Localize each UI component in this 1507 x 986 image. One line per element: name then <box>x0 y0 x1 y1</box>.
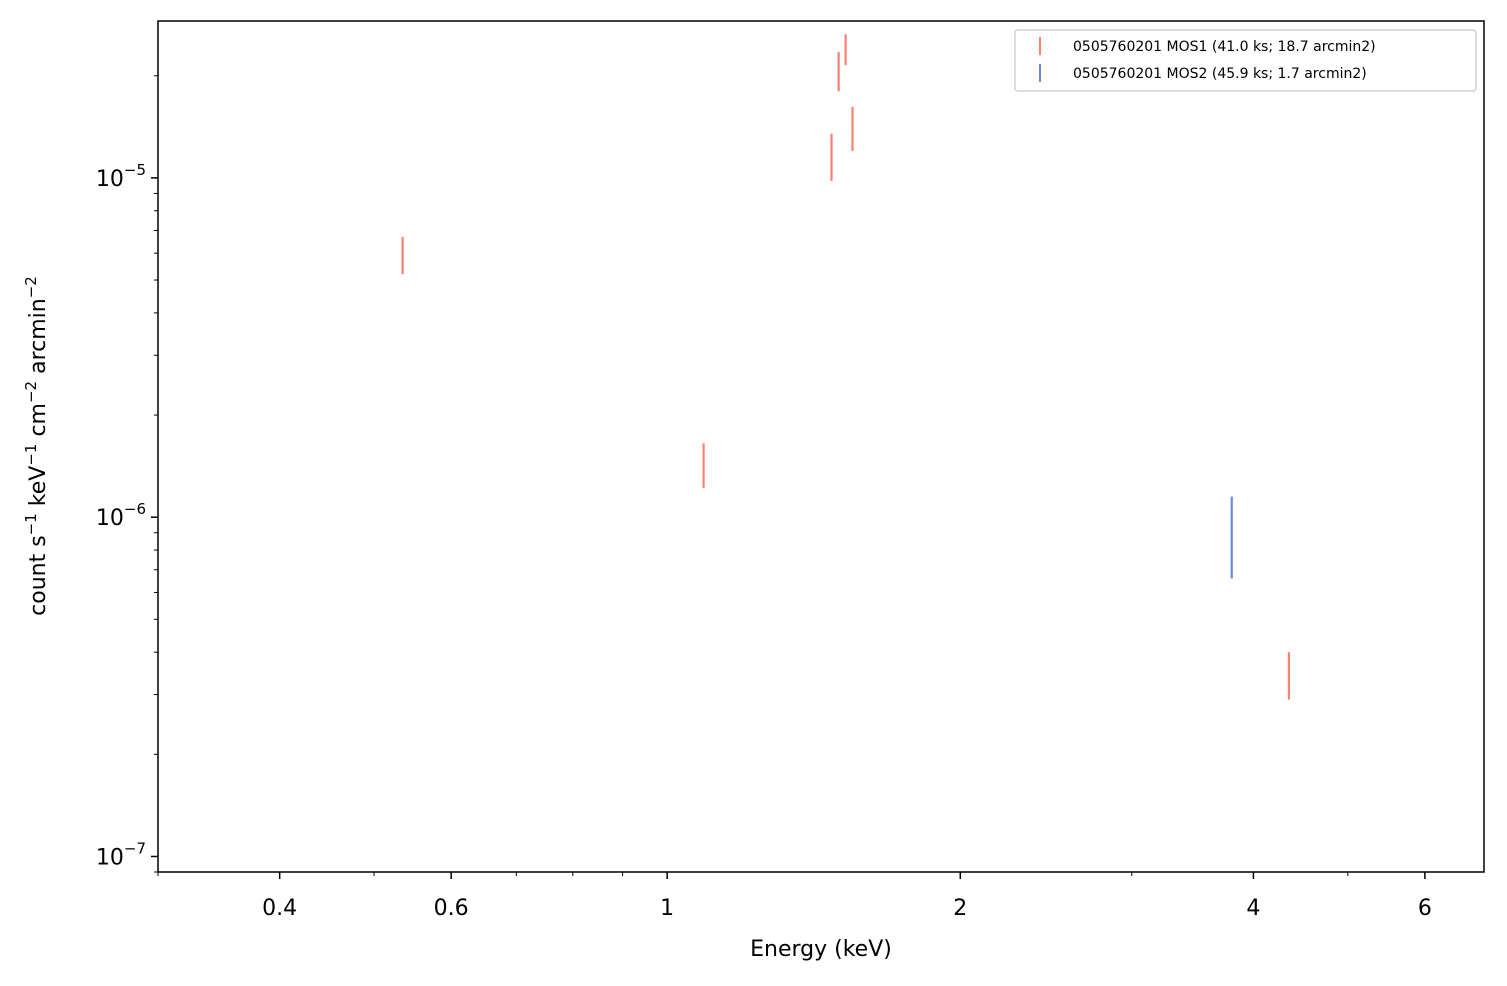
legend-entry-mos2: 0505760201 MOS2 (45.9 ks; 1.7 arcmin2) <box>1073 66 1367 82</box>
x-axis-label: Energy (keV) <box>750 937 892 962</box>
plot-area <box>158 21 1484 872</box>
y-axis-label-exp: −2 <box>22 381 40 403</box>
y-axis-label-part: cm <box>26 403 51 444</box>
y-tick-label: 10−6 <box>96 500 146 531</box>
x-tick-label: 0.4 <box>262 896 297 921</box>
y-axis-label-part: arcmin <box>26 298 51 381</box>
legend-entry-mos1: 0505760201 MOS1 (41.0 ks; 18.7 arcmin2) <box>1073 39 1376 55</box>
legend-box <box>1014 29 1477 92</box>
y-axis-label-exp: −2 <box>22 276 40 298</box>
y-axis-label-exp: −1 <box>22 444 40 466</box>
plot-frame <box>157 20 1485 873</box>
data-marks <box>401 34 1290 700</box>
x-tick-label: 2 <box>953 896 967 921</box>
x-tick-label: 6 <box>1418 896 1432 921</box>
y-tick-label: 10−5 <box>96 161 146 192</box>
y-axis-label-part: keV <box>26 466 51 514</box>
x-tick-label: 0.6 <box>434 896 469 921</box>
x-tick-label: 1 <box>660 896 674 921</box>
y-tick-label: 10−7 <box>96 839 146 870</box>
x-tick-label: 4 <box>1246 896 1260 921</box>
legend: 0505760201 MOS1 (41.0 ks; 18.7 arcmin2) … <box>1014 29 1477 92</box>
axis-ticks: 0.4 0.6 1 2 4 6 10−7 10−6 10−5 <box>96 75 1432 921</box>
y-axis-label-part: count s <box>26 535 51 616</box>
y-axis-label: count s−1 keV−1 cm−2 arcmin−2 <box>22 276 51 616</box>
y-axis-label-exp: −1 <box>22 513 40 535</box>
